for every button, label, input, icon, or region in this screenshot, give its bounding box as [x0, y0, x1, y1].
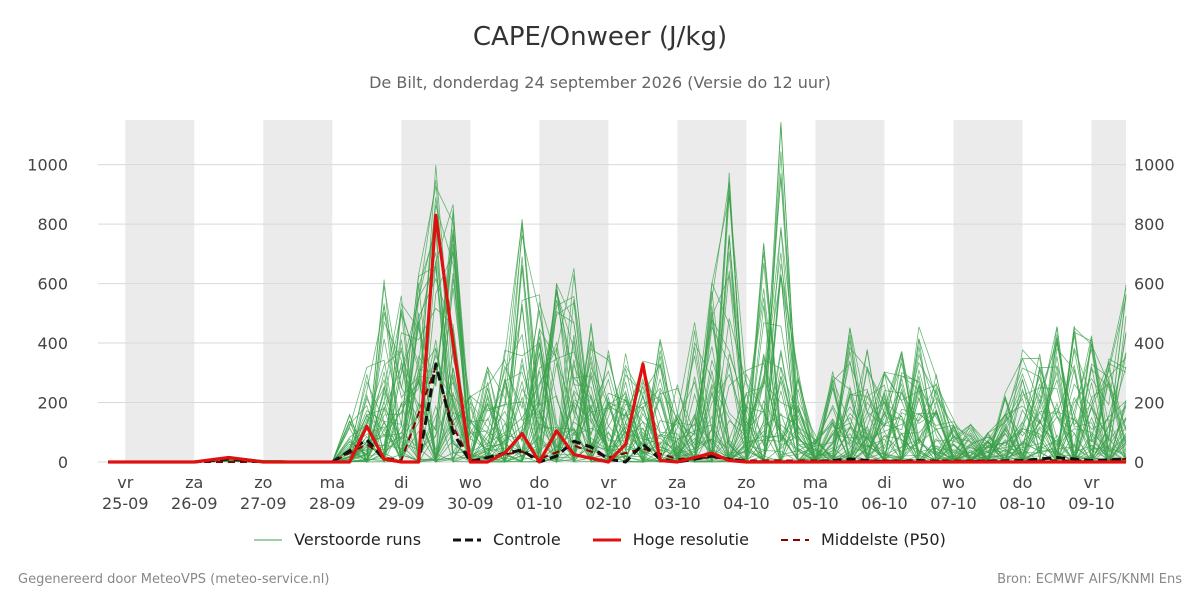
- x-tick-date: 08-10: [999, 494, 1046, 513]
- x-tick-day: ma: [320, 473, 345, 492]
- x-tick-date: 01-10: [516, 494, 563, 513]
- x-tick-date: 07-10: [930, 494, 977, 513]
- y-tick-label-right: 0: [1134, 453, 1144, 472]
- x-tick-day: vr: [117, 473, 133, 492]
- x-tick-day: di: [877, 473, 892, 492]
- day-shade: [125, 120, 195, 462]
- x-tick-day: zo: [254, 473, 272, 492]
- x-tick-date: 03-10: [654, 494, 701, 513]
- x-tick-date: 02-10: [585, 494, 632, 513]
- y-tick-label-right: 200: [1134, 394, 1165, 413]
- y-tick-label-left: 0: [58, 453, 68, 472]
- x-tick-day: vr: [600, 473, 616, 492]
- x-tick-day: za: [185, 473, 203, 492]
- y-tick-label-right: 400: [1134, 334, 1165, 353]
- legend-label-control: Controle: [493, 530, 561, 549]
- x-tick-date: 05-10: [792, 494, 839, 513]
- x-tick-date: 09-10: [1068, 494, 1115, 513]
- legend-label-highres: Hoge resolutie: [632, 530, 749, 549]
- legend-item-median: Middelste (P50): [780, 530, 946, 549]
- x-tick-day: zo: [737, 473, 755, 492]
- legend-item-highres: Hoge resolutie: [592, 530, 749, 549]
- x-tick-day: do: [1012, 473, 1032, 492]
- x-tick-day: do: [529, 473, 549, 492]
- x-tick-day: wo: [942, 473, 965, 492]
- chart-title: CAPE/Onweer (J/kg): [472, 22, 728, 52]
- x-tick-date: 04-10: [723, 494, 770, 513]
- legend-swatch-median: [780, 538, 809, 541]
- highres-line: [108, 213, 1126, 464]
- x-tick-date: 25-09: [102, 494, 149, 513]
- x-tick-day: ma: [803, 473, 828, 492]
- legend-item-perturbed: Verstoorde runs: [254, 530, 421, 549]
- x-tick-date: 26-09: [171, 494, 218, 513]
- y-tick-label-left: 800: [37, 215, 68, 234]
- y-tick-label-right: 800: [1134, 215, 1165, 234]
- legend-swatch-highres: [592, 538, 621, 541]
- x-tick-date: 29-09: [378, 494, 425, 513]
- legend-swatch-perturbed: [254, 539, 283, 540]
- x-tick-day: di: [394, 473, 409, 492]
- x-tick-day: wo: [459, 473, 482, 492]
- day-shade: [263, 120, 333, 462]
- y-tick-label-left: 200: [37, 394, 68, 413]
- x-tick-day: za: [668, 473, 686, 492]
- x-tick-date: 06-10: [861, 494, 908, 513]
- footer-source: Bron: ECMWF AIFS/KNMI Ens: [997, 572, 1182, 587]
- y-tick-label-left: 1000: [27, 156, 68, 175]
- y-tick-label-left: 400: [37, 334, 68, 353]
- legend-label-perturbed: Verstoorde runs: [294, 530, 422, 549]
- x-tick-date: 30-09: [447, 494, 494, 513]
- chart-legend: Verstoorde runs Controle Hoge resolutie …: [0, 530, 1200, 549]
- x-tick-date: 28-09: [309, 494, 356, 513]
- chart-subtitle: De Bilt, donderdag 24 september 2026 (Ve…: [369, 73, 831, 92]
- footer-generated: Gegenereerd door MeteoVPS (meteo-service…: [18, 572, 330, 587]
- y-tick-label-left: 600: [37, 275, 68, 294]
- legend-label-median: Middelste (P50): [820, 530, 946, 549]
- y-tick-label-right: 1000: [1134, 156, 1175, 175]
- y-tick-label-right: 600: [1134, 275, 1165, 294]
- x-tick-day: vr: [1083, 473, 1099, 492]
- legend-swatch-control: [453, 538, 482, 541]
- x-tick-date: 27-09: [240, 494, 287, 513]
- legend-item-control: Controle: [453, 530, 561, 549]
